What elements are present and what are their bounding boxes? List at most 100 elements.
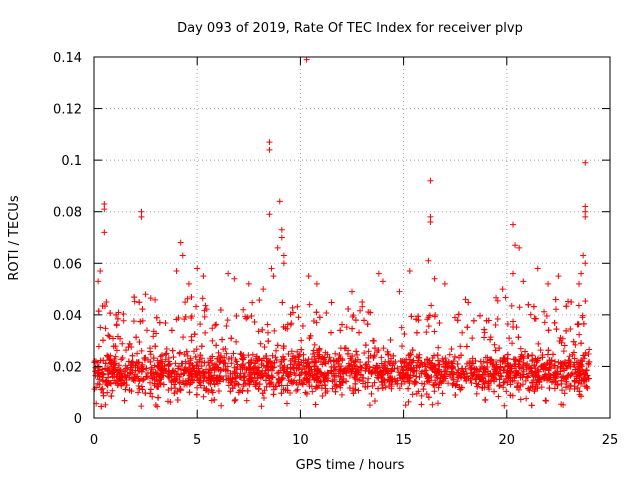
data-point <box>352 370 359 377</box>
data-point <box>578 270 585 277</box>
data-point <box>101 200 108 207</box>
data-point <box>371 398 378 405</box>
data-point <box>180 377 187 384</box>
data-point <box>182 358 189 365</box>
data-point <box>324 377 331 384</box>
data-point <box>480 366 487 373</box>
data-point <box>275 379 282 386</box>
data-point <box>218 353 225 360</box>
data-point <box>355 387 362 394</box>
data-point <box>398 343 405 350</box>
data-point <box>344 350 351 357</box>
data-point <box>552 306 559 313</box>
data-point <box>310 318 317 325</box>
data-point <box>425 257 432 264</box>
data-point <box>565 372 572 379</box>
data-point <box>191 331 198 338</box>
data-point <box>586 346 593 353</box>
data-point <box>237 350 244 357</box>
data-point <box>231 397 238 404</box>
data-points <box>91 56 593 410</box>
data-point <box>448 375 455 382</box>
data-point <box>114 315 121 322</box>
data-point <box>98 386 105 393</box>
data-point <box>567 326 574 333</box>
data-point <box>227 388 234 395</box>
data-point <box>578 357 585 364</box>
data-point <box>202 329 209 336</box>
data-point <box>443 359 450 365</box>
data-point <box>399 366 406 373</box>
data-point <box>139 386 146 393</box>
data-point <box>406 268 413 275</box>
data-point <box>177 366 184 373</box>
data-point <box>406 356 413 363</box>
data-point <box>275 369 282 376</box>
data-point <box>410 357 417 364</box>
data-point <box>516 304 523 311</box>
data-point <box>163 346 170 353</box>
data-point <box>138 208 145 215</box>
data-point <box>131 298 138 305</box>
data-point <box>370 337 377 344</box>
data-point <box>190 348 197 355</box>
data-point <box>388 383 395 390</box>
data-point <box>345 367 352 374</box>
data-point <box>248 312 255 319</box>
data-point <box>183 348 190 355</box>
data-point <box>256 297 263 304</box>
data-point <box>187 380 194 387</box>
data-point <box>357 359 364 366</box>
data-point <box>266 380 273 387</box>
data-point <box>122 362 129 369</box>
data-point <box>152 369 159 376</box>
data-point <box>284 382 291 389</box>
data-point <box>357 307 364 314</box>
data-point <box>357 364 364 371</box>
data-point <box>233 366 240 373</box>
data-point <box>139 306 146 313</box>
data-point <box>200 273 207 280</box>
data-point <box>313 376 320 383</box>
data-point <box>504 351 511 358</box>
data-point <box>116 362 123 369</box>
data-point <box>535 368 542 375</box>
data-point <box>147 351 154 358</box>
data-point <box>331 382 338 389</box>
data-point <box>147 295 154 302</box>
data-point <box>294 386 301 393</box>
data-point <box>403 367 410 374</box>
data-point <box>228 335 235 342</box>
data-point <box>473 366 480 373</box>
data-point <box>113 311 120 318</box>
data-point <box>108 380 115 387</box>
data-point <box>487 378 494 385</box>
data-point <box>152 402 159 409</box>
data-point <box>576 331 583 338</box>
data-point <box>253 379 260 386</box>
data-point <box>336 378 343 385</box>
data-point <box>391 365 398 372</box>
data-point <box>138 403 145 410</box>
data-point <box>151 382 158 389</box>
data-point <box>248 377 255 384</box>
data-point <box>431 328 438 335</box>
data-point <box>528 402 535 409</box>
data-point <box>352 380 359 387</box>
data-point <box>502 294 509 301</box>
data-point <box>570 362 577 369</box>
data-point <box>122 386 129 393</box>
data-point <box>142 291 149 298</box>
data-point <box>95 367 102 374</box>
data-point <box>570 349 577 356</box>
data-point <box>175 314 182 321</box>
data-point <box>453 369 460 376</box>
data-point <box>114 382 121 389</box>
data-point <box>296 353 303 360</box>
data-point <box>213 321 220 328</box>
data-point <box>136 338 143 345</box>
data-point <box>347 355 354 362</box>
data-point <box>559 387 566 394</box>
data-point <box>458 384 465 391</box>
